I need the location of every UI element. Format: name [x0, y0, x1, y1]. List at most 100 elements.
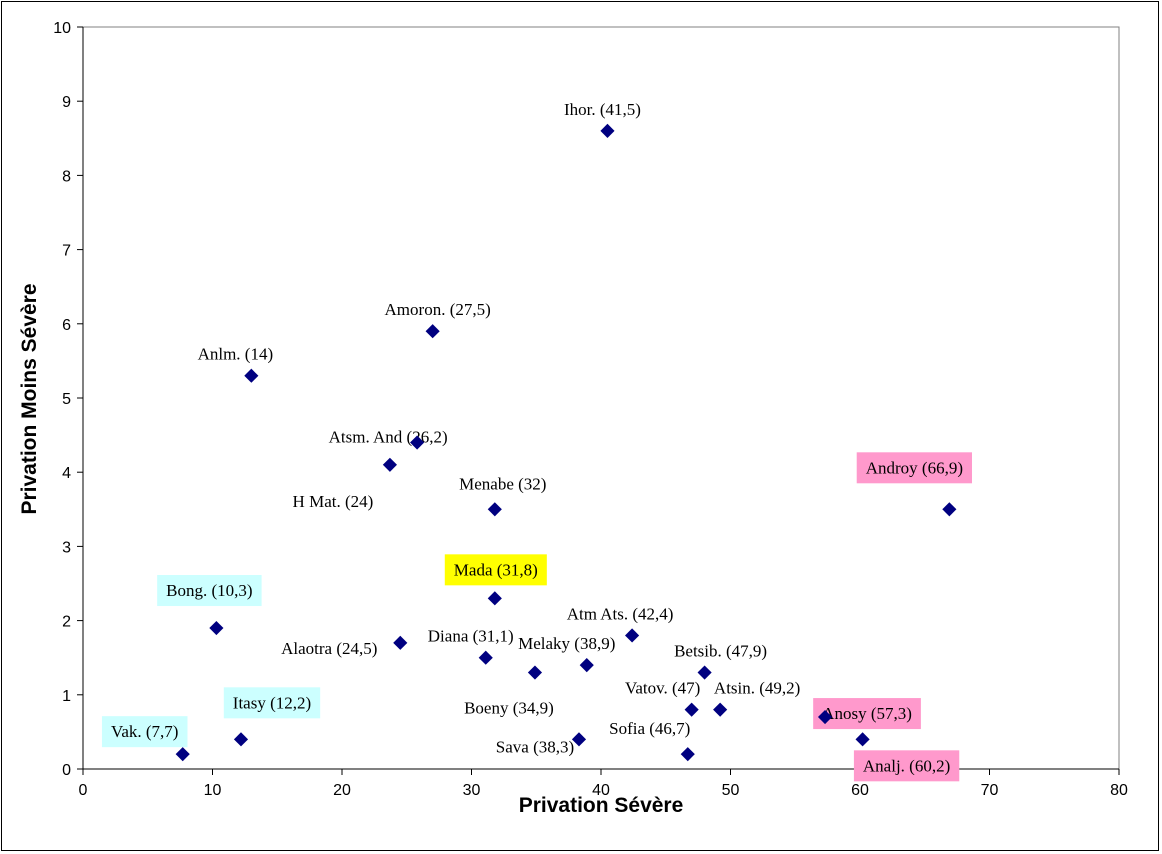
- point-label: Analj. (60,2): [863, 756, 950, 775]
- point-label: Atm Ats. (42,4): [567, 604, 674, 623]
- y-axis-title: Privation Moins Sévère: [18, 283, 41, 514]
- point-labels: Ihor. (41,5) Amoron. (27,5) Anlm. (14) Atsm…: [101, 100, 972, 782]
- point-label: Betsib. (47,9): [674, 642, 767, 661]
- label-highlight: [444, 554, 547, 586]
- y-tick-label: 8: [62, 168, 71, 185]
- data-point: [855, 732, 870, 747]
- data-point: [817, 709, 833, 725]
- point-label: Androy (66,9): [866, 458, 963, 477]
- y-tick-label: 0: [62, 762, 71, 779]
- label-highlight: [813, 698, 921, 730]
- data-point: [175, 747, 190, 762]
- x-tick-label: 0: [79, 782, 88, 799]
- point-label-group: H Mat. (24): [293, 492, 374, 511]
- label-highlight: [853, 750, 960, 782]
- y-tick-label: 10: [53, 20, 71, 37]
- data-point: [244, 368, 259, 383]
- point-label: Sava (38,3): [496, 737, 574, 756]
- point-label: Amoron. (27,5): [385, 300, 491, 319]
- data-point: [527, 665, 543, 680]
- data-point: [684, 702, 699, 717]
- x-tick-label: 30: [463, 782, 481, 799]
- data-point: [713, 702, 728, 717]
- point-label: Itasy (12,2): [233, 693, 311, 712]
- point-label: Melaky (38,9): [518, 634, 615, 653]
- data-point: [410, 435, 425, 450]
- point-label-group: Androy (66,9): [856, 452, 972, 484]
- point-label-group: Ihor. (41,5): [564, 100, 641, 119]
- point-label-group: Diana (31,1): [428, 627, 514, 646]
- data-point: [697, 665, 712, 680]
- x-tick-label: 60: [851, 782, 869, 799]
- point-label-group: Atsin. (49,2): [714, 679, 800, 698]
- point-label-group: Melaky (38,9): [518, 634, 615, 653]
- point-label: Vatov. (47): [625, 679, 700, 698]
- axes: 0 10 20 30 40 50 60 70 80 0 1 2 3 4 5 6 7 8 9 10: [53, 20, 1128, 799]
- data-point: [942, 502, 957, 517]
- point-label: Alaotra (24,5): [281, 639, 377, 658]
- point-label-group: Atsm. And (26,2): [329, 428, 448, 447]
- label-highlight: [101, 716, 188, 748]
- x-tick-label: 50: [722, 782, 740, 799]
- y-tick-label: 2: [62, 614, 71, 631]
- x-axis-title: Privation Sévère: [519, 794, 684, 817]
- point-label: H Mat. (24): [293, 492, 374, 511]
- label-highlight: [157, 575, 262, 607]
- point-label: Atsin. (49,2): [714, 679, 800, 698]
- y-tick-label: 1: [62, 688, 71, 705]
- point-label-group: Bong. (10,3): [157, 575, 262, 607]
- point-label-group: Atm Ats. (42,4): [567, 604, 674, 623]
- point-label-group: Analj. (60,2): [853, 750, 960, 782]
- point-label-group: Alaotra (24,5): [281, 639, 377, 658]
- x-tick-label: 40: [592, 782, 610, 799]
- x-tick-label: 70: [981, 782, 999, 799]
- data-point: [487, 591, 502, 606]
- plot-area: [82, 26, 1120, 770]
- point-label: Diana (31,1): [428, 627, 514, 646]
- point-label: Anlm. (14): [198, 345, 274, 364]
- y-tick-label: 9: [62, 94, 71, 111]
- point-label: Anosy (57,3): [822, 704, 912, 723]
- y-tick-label: 6: [62, 317, 71, 334]
- point-label: Menabe (32): [459, 474, 546, 493]
- data-point: [425, 324, 440, 339]
- data-point: [487, 502, 502, 517]
- point-label-group: Vatov. (47): [625, 679, 700, 698]
- y-tick-label: 4: [62, 465, 71, 482]
- point-label-group: Sava (38,3): [496, 737, 574, 756]
- x-tick-label: 80: [1110, 782, 1128, 799]
- label-highlight: [856, 452, 972, 484]
- data-point: [625, 628, 640, 643]
- data-point: [600, 123, 615, 138]
- data-point: [393, 635, 408, 650]
- point-label: Mada (31,8): [454, 560, 538, 579]
- point-label-group: Vak. (7,7): [101, 716, 188, 748]
- data-point: [209, 620, 224, 636]
- data-points: [175, 123, 957, 762]
- x-tick-label: 20: [333, 782, 351, 799]
- y-tick-label: 3: [62, 539, 71, 556]
- point-label-group: Anlm. (14): [198, 345, 274, 364]
- point-label: Ihor. (41,5): [564, 100, 641, 119]
- point-label: Boeny (34,9): [464, 699, 554, 718]
- point-label-group: Itasy (12,2): [223, 687, 321, 719]
- label-highlight: [223, 687, 321, 719]
- point-label: Atsm. And (26,2): [329, 428, 448, 447]
- data-point: [571, 732, 587, 747]
- point-label-group: Menabe (32): [459, 474, 546, 493]
- data-point: [478, 650, 493, 665]
- point-label-group: Amoron. (27,5): [385, 300, 491, 319]
- point-label: Sofia (46,7): [609, 719, 690, 738]
- data-point: [579, 658, 594, 673]
- point-label-group: Sofia (46,7): [609, 719, 690, 738]
- y-tick-label: 5: [62, 391, 71, 408]
- y-tick-label: 7: [62, 243, 71, 260]
- point-label: Bong. (10,3): [166, 581, 252, 600]
- point-label-group: Anosy (57,3): [813, 698, 921, 730]
- point-label-group: Boeny (34,9): [464, 699, 554, 718]
- data-point: [382, 457, 397, 472]
- point-label-group: Mada (31,8): [444, 554, 547, 586]
- data-point: [680, 747, 695, 762]
- point-label: Vak. (7,7): [111, 722, 179, 741]
